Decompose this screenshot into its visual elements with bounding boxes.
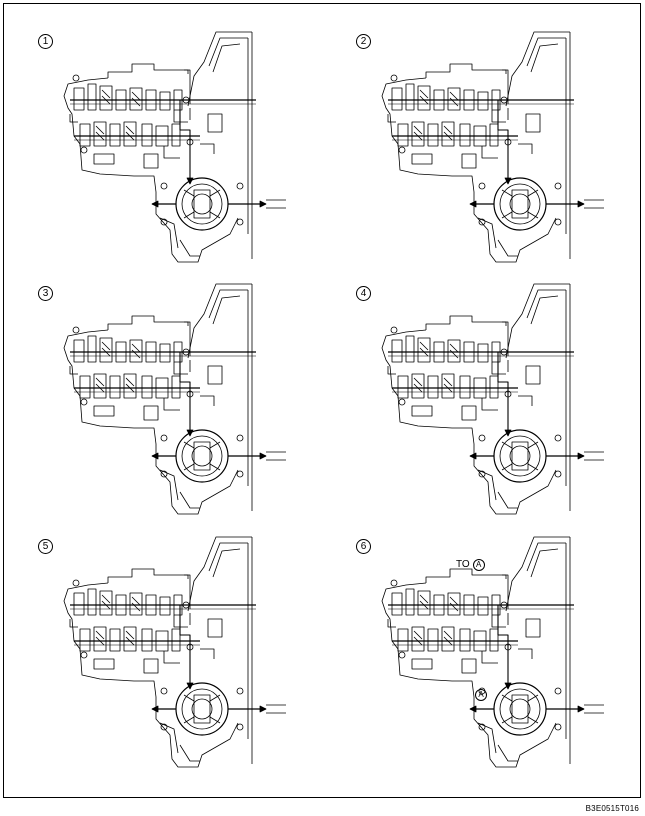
transaxle-sectional-drawing	[63, 31, 286, 263]
panel-5: 5	[4, 509, 322, 771]
transaxle-sectional-drawing	[381, 283, 604, 515]
transaxle-sectional-drawing	[381, 31, 604, 263]
callout-ref-a-low: A	[475, 689, 487, 701]
panel-6: 6	[322, 509, 640, 771]
panel-1: 1	[4, 4, 322, 266]
panel-2: 2	[322, 4, 640, 266]
panel-4: 4	[322, 256, 640, 518]
transaxle-sectional-drawing	[63, 536, 286, 768]
callout-ref-a: A	[472, 559, 485, 571]
transaxle-sectional-drawing	[381, 536, 604, 768]
figure-frame: 1	[3, 3, 641, 798]
step-number-badge: 4	[356, 286, 371, 301]
step-number-badge: 1	[38, 34, 53, 49]
step-number-badge: 5	[38, 539, 53, 554]
callout-to-text: TO	[456, 559, 470, 570]
panel-3: 3	[4, 256, 322, 518]
step-number-badge: 3	[38, 286, 53, 301]
transaxle-sectional-drawing	[63, 283, 286, 515]
to-a-callout: TO A	[456, 559, 485, 571]
step-number-badge: 2	[356, 34, 371, 49]
a-callout-low: A	[472, 689, 487, 701]
step-number-badge: 6	[356, 539, 371, 554]
figure-code: B3E0515T016	[585, 804, 639, 813]
